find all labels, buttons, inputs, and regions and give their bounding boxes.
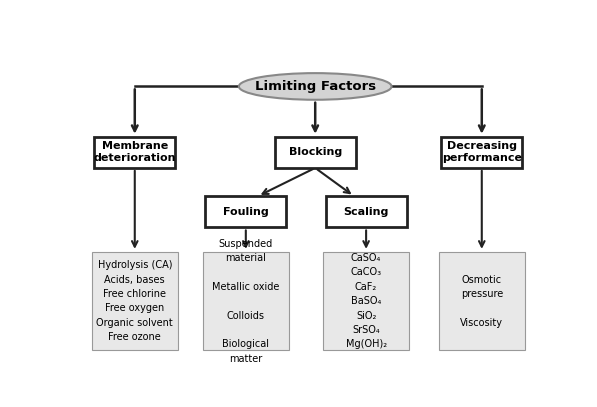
- Text: Decreasing
performance: Decreasing performance: [442, 142, 522, 163]
- Text: Membrane
deterioration: Membrane deterioration: [94, 142, 176, 163]
- FancyBboxPatch shape: [324, 252, 409, 350]
- FancyBboxPatch shape: [205, 196, 287, 228]
- Text: CaSO₄
CaCO₃
CaF₂
BaSO₄
SiO₂
SrSO₄
Mg(OH)₂: CaSO₄ CaCO₃ CaF₂ BaSO₄ SiO₂ SrSO₄ Mg(OH)…: [346, 253, 387, 349]
- FancyBboxPatch shape: [94, 137, 176, 168]
- FancyBboxPatch shape: [325, 196, 407, 228]
- Text: Limiting Factors: Limiting Factors: [255, 80, 376, 93]
- FancyBboxPatch shape: [203, 252, 288, 350]
- FancyBboxPatch shape: [441, 137, 522, 168]
- Ellipse shape: [239, 73, 392, 100]
- Text: Suspended
material

Metallic oxide

Colloids

Biological
matter: Suspended material Metallic oxide Colloi…: [212, 239, 279, 364]
- Text: Hydrolysis (CA)
Acids, bases
Free chlorine
Free oxygen
Organic solvent
Free ozon: Hydrolysis (CA) Acids, bases Free chlori…: [96, 260, 173, 342]
- FancyBboxPatch shape: [92, 252, 177, 350]
- Text: Fouling: Fouling: [223, 207, 269, 217]
- Text: Osmotic
pressure

Viscosity: Osmotic pressure Viscosity: [460, 274, 503, 328]
- FancyBboxPatch shape: [275, 137, 356, 168]
- Text: Scaling: Scaling: [343, 207, 389, 217]
- Text: Blocking: Blocking: [288, 147, 342, 157]
- FancyBboxPatch shape: [439, 252, 525, 350]
